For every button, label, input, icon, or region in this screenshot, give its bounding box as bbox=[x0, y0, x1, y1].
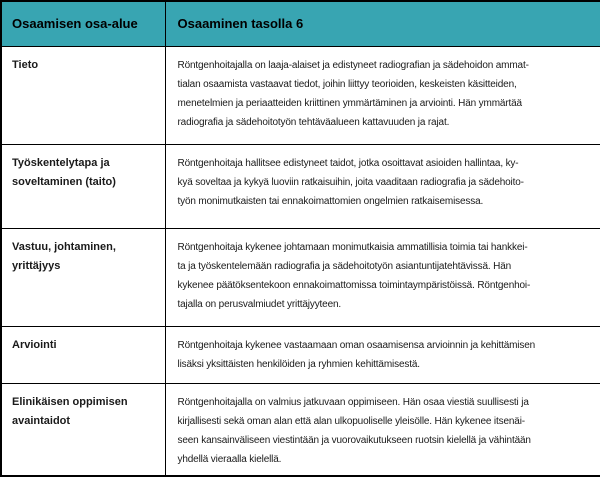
table-row-vastuu: Vastuu, johtaminen, yrittäjyys Röntgenho… bbox=[0, 227, 600, 327]
row-label-vastuu: Vastuu, johtaminen, yrittäjyys bbox=[0, 227, 166, 327]
table-row-elinikainen-oppiminen: Elinikäisen oppimisen avaintaidot Röntge… bbox=[0, 382, 600, 477]
row-label-arviointi: Arviointi bbox=[0, 325, 166, 384]
header-cell-level-6: Osaaminen tasolla 6 bbox=[164, 0, 600, 47]
header-row: Osaamisen osa-alue Osaaminen tasolla 6 bbox=[0, 0, 600, 47]
table-row-tieto: Tieto Röntgenhoitajalla on laaja-alaiset… bbox=[0, 45, 600, 145]
row-description-tieto: Röntgenhoitajalla on laaja-alaiset ja ed… bbox=[164, 45, 600, 145]
row-label-elinikainen-oppiminen: Elinikäisen oppimisen avaintaidot bbox=[0, 382, 166, 477]
row-description-elinikainen-oppiminen: Röntgenhoitajalla on valmius jatkuvaan o… bbox=[164, 382, 600, 477]
table-row-tyoskentelytapa: Työskentelytapa ja soveltaminen (taito) … bbox=[0, 143, 600, 229]
row-description-tyoskentelytapa: Röntgenhoitaja hallitsee edistyneet taid… bbox=[164, 143, 600, 229]
row-description-vastuu: Röntgenhoitaja kykenee johtamaan monimut… bbox=[164, 227, 600, 327]
header-cell-competence-area: Osaamisen osa-alue bbox=[0, 0, 166, 47]
table-row-arviointi: Arviointi Röntgenhoitaja kykenee vastaam… bbox=[0, 325, 600, 384]
row-label-tyoskentelytapa: Työskentelytapa ja soveltaminen (taito) bbox=[0, 143, 166, 229]
row-label-tieto: Tieto bbox=[0, 45, 166, 145]
row-description-arviointi: Röntgenhoitaja kykenee vastaamaan oman o… bbox=[164, 325, 600, 384]
